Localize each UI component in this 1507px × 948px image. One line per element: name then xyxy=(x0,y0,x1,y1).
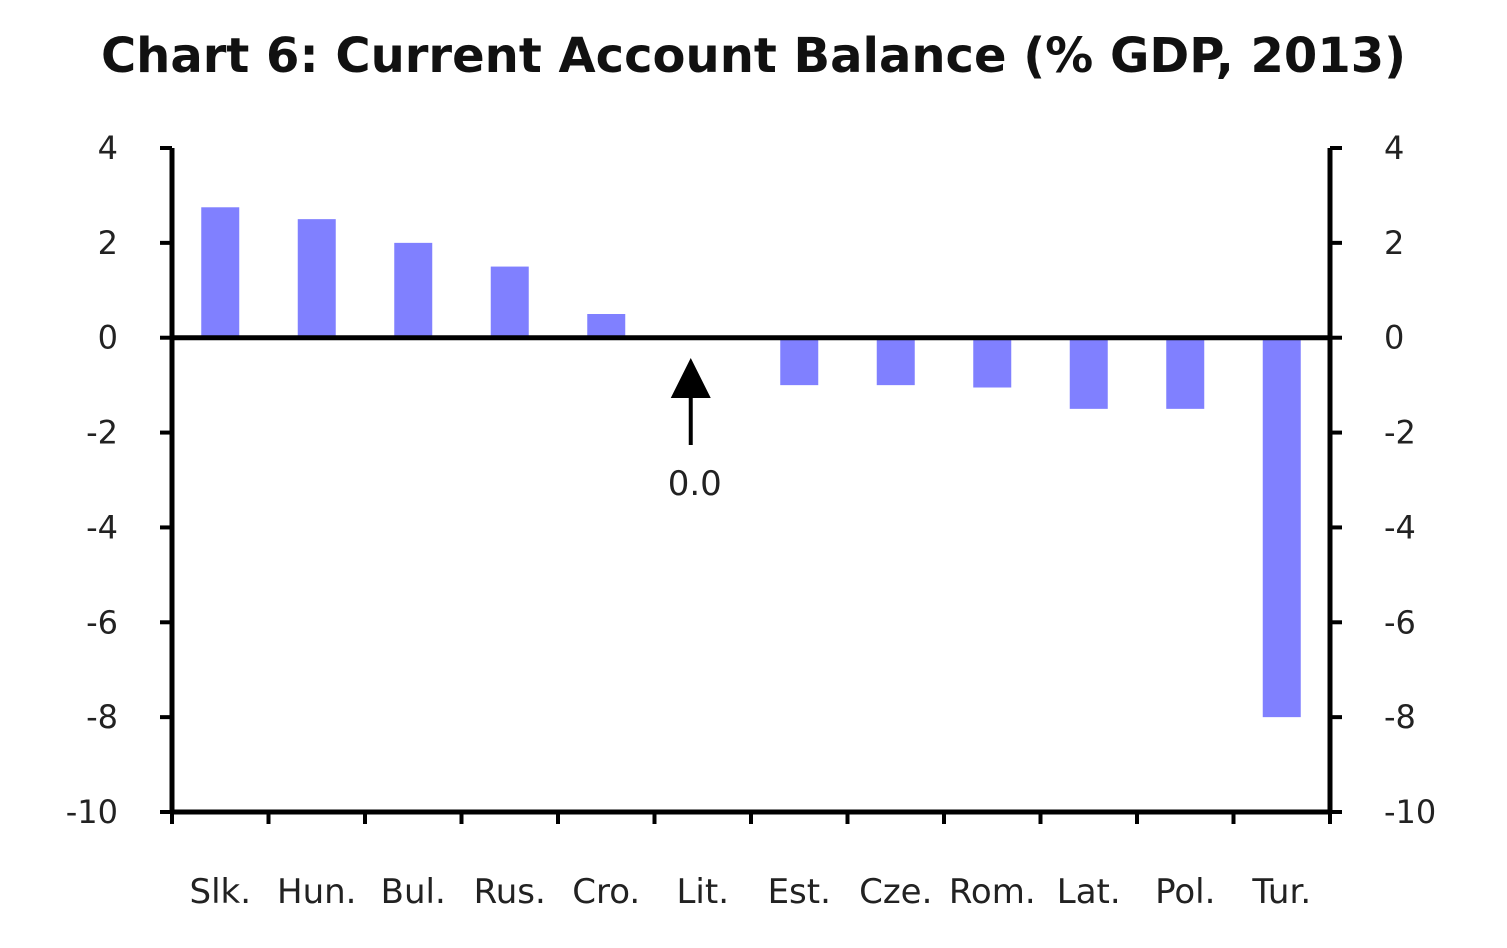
annotation-group: 0.0 xyxy=(668,358,722,504)
category-label: Lat. xyxy=(1057,872,1121,912)
left-y-tick-labels: 4 2 0 -2 -4 -6 -8 -10 xyxy=(66,129,118,831)
bar-rom xyxy=(973,337,1012,388)
bar-slk xyxy=(201,207,240,338)
chart-title: Chart 6: Current Account Balance (% GDP,… xyxy=(100,28,1407,84)
y-tick-label-right: -6 xyxy=(1384,603,1416,641)
y-tick-label-right: 2 xyxy=(1384,224,1404,262)
y-tick-label-left: -6 xyxy=(86,603,118,641)
category-label: Lit. xyxy=(676,872,729,912)
y-tick-label-right: 0 xyxy=(1384,319,1404,357)
category-label: Bul. xyxy=(381,872,446,912)
annotation-arrow-head xyxy=(670,358,711,398)
annotation-label: 0.0 xyxy=(668,464,722,504)
y-tick-label-right: -8 xyxy=(1384,698,1416,736)
y-tick-label-right: -2 xyxy=(1384,414,1416,452)
bar-bul xyxy=(394,242,433,338)
bar-est xyxy=(780,337,819,386)
y-tick-label-right: -10 xyxy=(1384,793,1436,831)
y-tick-label-left: -10 xyxy=(66,793,118,831)
y-tick-label-right: 4 xyxy=(1384,129,1404,167)
bar-cro xyxy=(587,314,626,338)
bars-group xyxy=(201,207,1301,718)
bar-cze xyxy=(876,337,915,386)
category-label: Slk. xyxy=(189,872,251,912)
category-label: Est. xyxy=(768,872,831,912)
category-label: Cro. xyxy=(572,872,640,912)
y-tick-label-left: 0 xyxy=(98,319,118,357)
bar-tur xyxy=(1262,337,1301,718)
y-tick-label-left: 4 xyxy=(98,129,118,167)
category-label: Pol. xyxy=(1155,872,1215,912)
category-label: Tur. xyxy=(1251,872,1311,912)
bar-rus xyxy=(490,266,529,338)
category-label: Cze. xyxy=(859,872,932,912)
category-labels: Slk. Hun. Bul. Rus. Cro. Lit. Est. Cze. Rom. Lat.… xyxy=(189,872,1311,912)
axes-group xyxy=(160,146,1342,824)
y-tick-label-left: -2 xyxy=(86,414,118,452)
y-tick-label-left: -4 xyxy=(86,508,118,546)
y-tick-label-left: 2 xyxy=(98,224,118,262)
bar-pol xyxy=(1166,337,1205,409)
y-tick-label-right: -4 xyxy=(1384,508,1416,546)
y-tick-label-left: -8 xyxy=(86,698,118,736)
bar-lat xyxy=(1069,337,1108,409)
category-label: Rom. xyxy=(949,872,1036,912)
right-y-tick-labels: 4 2 0 -2 -4 -6 -8 -10 xyxy=(1384,129,1436,831)
category-label: Rus. xyxy=(474,872,546,912)
category-label: Hun. xyxy=(277,872,356,912)
bar-hun xyxy=(297,219,336,338)
